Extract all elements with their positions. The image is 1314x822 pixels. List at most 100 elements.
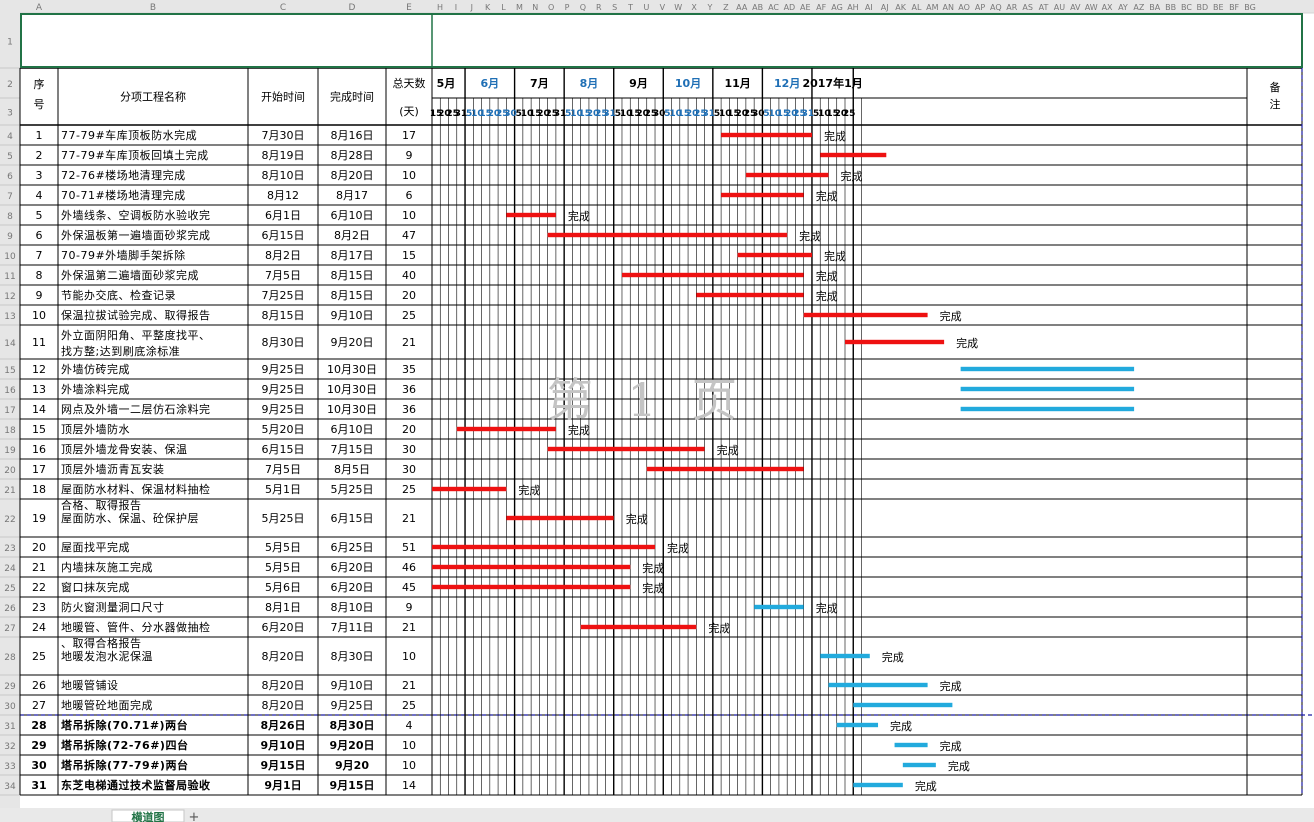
sheet-tab-background[interactable] (111, 809, 185, 822)
task-days: 10 (402, 209, 416, 222)
row-number: 15 (4, 366, 15, 376)
column-letter: AD (784, 3, 796, 12)
task-end: 8月16日 (331, 129, 374, 142)
column-letter: AB (752, 3, 763, 12)
task-name: 地暖管铺设 (61, 678, 119, 692)
gantt-bar (721, 132, 812, 138)
column-letter: AM (926, 3, 938, 12)
task-days: 10 (402, 650, 416, 663)
task-name: 保温拉拔试验完成、取得报告 (61, 308, 211, 322)
day-label: 20 (835, 109, 848, 119)
task-done-label: 完成 (940, 309, 962, 323)
task-start: 8月30日 (262, 336, 305, 349)
task-seq: 27 (32, 699, 46, 712)
task-end: 8月10日 (331, 601, 374, 614)
column-letter: AT (1039, 3, 1049, 12)
month-label: 2017年1月 (802, 76, 862, 90)
column-letter: BD (1197, 3, 1209, 12)
column-letter: AP (975, 3, 985, 12)
gantt-bar (853, 702, 953, 708)
row-number: 34 (4, 782, 16, 792)
task-done-label: 完成 (568, 209, 590, 223)
selected-cell-border[interactable] (20, 13, 1303, 68)
task-start: 9月25日 (262, 383, 305, 396)
task-days: 21 (402, 621, 416, 634)
column-letter: R (596, 3, 602, 12)
row-number: 16 (4, 386, 16, 396)
task-seq: 3 (36, 169, 43, 182)
row-number: 5 (7, 152, 13, 162)
task-name: 屋面防水材料、保温材料抽检 (61, 482, 211, 496)
day-label: 5 (516, 109, 522, 119)
column-letter: AO (958, 3, 970, 12)
task-done-label: 完成 (915, 779, 937, 793)
task-seq: 23 (32, 601, 46, 614)
day-label: 25 (546, 109, 559, 119)
task-days: 17 (402, 129, 416, 142)
column-letter: J (470, 3, 473, 12)
day-label: 25 (744, 109, 757, 119)
column-letter: P (565, 3, 570, 12)
task-done-label: 完成 (799, 229, 821, 243)
task-done-label: 完成 (940, 679, 962, 693)
task-seq: 17 (32, 463, 46, 476)
column-letter: BF (1229, 3, 1239, 12)
task-name: 屋面防水、保温、砼保护层 (61, 511, 199, 525)
task-end: 8月15日 (331, 289, 374, 302)
column-letter: AA (736, 3, 748, 12)
task-done-label: 完成 (940, 739, 962, 753)
task-done-label: 完成 (717, 443, 739, 457)
task-end: 9月25日 (331, 699, 374, 712)
gantt-bar (547, 446, 705, 452)
column-letter: AF (816, 3, 826, 12)
task-end: 8月2日 (334, 229, 370, 242)
gantt-bar (580, 624, 697, 630)
column-letter: B (150, 3, 156, 13)
task-start: 5月1日 (265, 483, 301, 496)
day-label: 15 (479, 109, 492, 119)
add-sheet-button[interactable]: + (189, 810, 200, 822)
task-end: 9月15日 (330, 779, 375, 792)
sheet-tab-label[interactable]: 横道图 (132, 810, 165, 822)
month-label: 5月 (437, 77, 456, 90)
day-label: 10 (570, 109, 583, 119)
gantt-bar (803, 312, 928, 318)
task-seq: 31 (31, 779, 46, 792)
column-letter: C (280, 3, 286, 13)
day-label: 5 (763, 109, 769, 119)
task-name: 外保温第二遍墙面砂浆完成 (61, 268, 199, 282)
task-end: 9月20日 (330, 739, 375, 752)
task-start: 6月15日 (262, 229, 305, 242)
task-name: 节能办交底、检查记录 (61, 288, 176, 302)
task-start: 6月15日 (262, 443, 305, 456)
gantt-bar (737, 252, 812, 258)
header-days-line1: 总天数 (393, 76, 426, 90)
column-letter: L (501, 3, 506, 12)
task-done-label: 完成 (882, 650, 904, 664)
task-end: 6月20日 (331, 581, 374, 594)
day-label: 30 (504, 109, 517, 119)
day-label: 31 (554, 109, 567, 119)
cell-text: A B C D E H I J K L M N O P Q R S T U V W X Y Z AA AB AC AD AE AF AG AH… (4, 3, 1280, 793)
task-name: 外立面阴阳角、平整度找平、 (61, 328, 211, 342)
task-days: 36 (402, 383, 416, 396)
task-days: 47 (402, 229, 416, 242)
row-number: 31 (4, 722, 15, 732)
day-label: 15 (628, 109, 641, 119)
month-label: 11月 (724, 77, 750, 90)
task-name: 77-79#车库顶板回填土完成 (61, 148, 209, 162)
task-done-label: 完成 (824, 249, 846, 263)
tab-bar-background (0, 808, 1314, 822)
task-seq: 28 (31, 719, 46, 732)
task-seq: 24 (32, 621, 46, 634)
day-label: 25 (694, 109, 707, 119)
row-number: 13 (4, 312, 15, 322)
row-number: 14 (4, 339, 16, 349)
task-days: 10 (402, 169, 416, 182)
row-number: 33 (4, 762, 15, 772)
gantt-bar (828, 682, 928, 688)
task-seq: 5 (36, 209, 43, 222)
task-done-label: 完成 (824, 129, 846, 143)
month-label: 8月 (580, 77, 599, 90)
